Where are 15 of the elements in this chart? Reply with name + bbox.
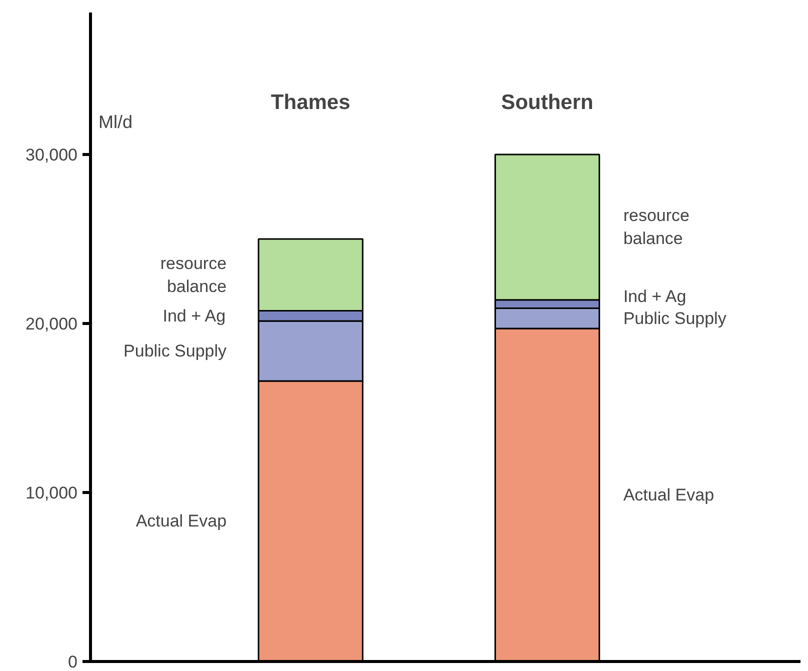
series-label: Actual Evap <box>623 486 714 505</box>
text: resource balance <box>160 254 227 296</box>
series-label: Public Supply <box>623 308 727 328</box>
series-label: resource balance <box>623 206 690 248</box>
text: Public Supply <box>124 341 227 360</box>
y-tick-label: 0 <box>68 652 78 671</box>
x-tick-label: Southern <box>501 91 594 114</box>
y-tick-label: 20,000 <box>26 314 78 334</box>
x-tick-label: Thames <box>270 91 350 114</box>
text: Ind + Ag <box>162 306 226 326</box>
y-axis-title: Ml/d <box>98 112 133 132</box>
series-label: Ind + Ag <box>623 286 686 306</box>
text: Actual Evap <box>136 512 227 531</box>
y-tick-label: 30,000 <box>26 145 78 164</box>
y-tick-label: 10,000 <box>26 483 78 502</box>
